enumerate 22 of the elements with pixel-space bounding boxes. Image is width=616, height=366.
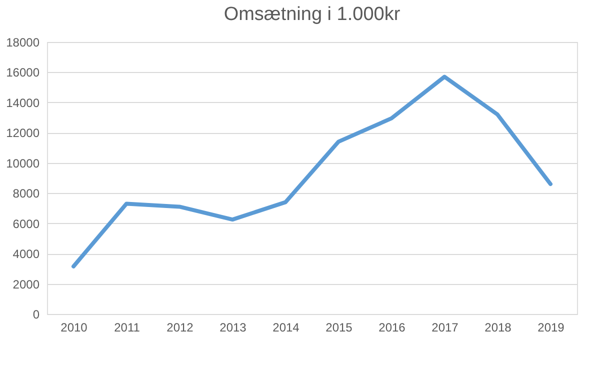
x-tick-label: 2019 bbox=[538, 320, 565, 334]
y-tick-label: 6000 bbox=[12, 216, 40, 231]
x-tick-label: 2016 bbox=[378, 320, 406, 334]
y-tick-label: 12000 bbox=[6, 126, 40, 140]
x-tick-label: 2010 bbox=[60, 320, 88, 334]
x-tick-label: 2015 bbox=[326, 320, 353, 334]
x-tick-label: 2018 bbox=[484, 320, 512, 334]
x-tick-label: 2017 bbox=[432, 320, 459, 334]
x-tick-label: 2011 bbox=[114, 320, 140, 334]
x-tick-label: 2014 bbox=[272, 320, 300, 334]
y-tick-label: 8000 bbox=[12, 186, 40, 201]
y-tick-label: 0 bbox=[32, 308, 40, 322]
y-tick-label: 16000 bbox=[6, 66, 40, 80]
x-tick-label: 2013 bbox=[220, 320, 247, 334]
y-tick-label: 14000 bbox=[6, 96, 40, 110]
y-tick-label: 18000 bbox=[6, 36, 40, 50]
chart-title: Omsætning i 1.000kr bbox=[224, 4, 401, 25]
y-tick-label: 10000 bbox=[6, 156, 40, 170]
y-tick-label: 4000 bbox=[12, 247, 40, 262]
line-series bbox=[72, 74, 552, 268]
y-tick-label: 2000 bbox=[12, 277, 40, 292]
x-tick-label: 2012 bbox=[166, 320, 194, 334]
